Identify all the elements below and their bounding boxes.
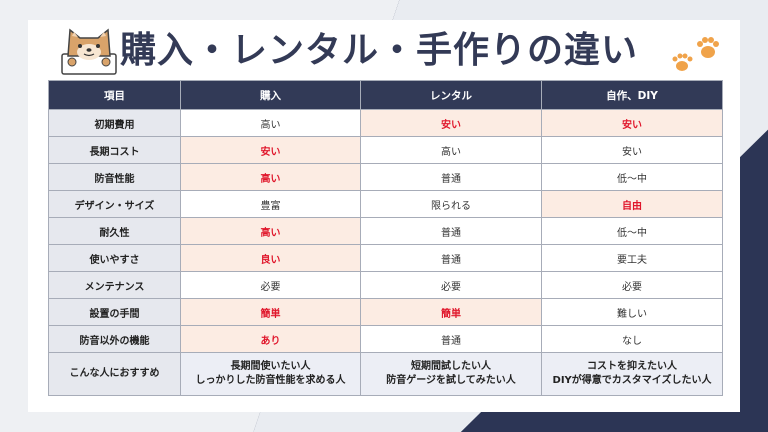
table-cell: 普通 — [360, 217, 542, 245]
table-row: メンテナンス 必要 必要 必要 — [48, 271, 723, 299]
table-cell: 低〜中 — [541, 217, 723, 245]
table-cell: 必要 — [180, 271, 361, 299]
row-label: メンテナンス — [48, 271, 181, 299]
table-cell: あり — [180, 325, 361, 353]
table-row: 長期コスト 安い 高い 安い — [48, 136, 723, 164]
row-label: 使いやすさ — [48, 244, 181, 272]
row-label: デザイン・サイズ — [48, 190, 181, 218]
table-cell: なし — [541, 325, 723, 353]
recommend-cell: 長期間使いたい人しっかりした防音性能を求める人 — [180, 352, 361, 396]
recommend-cell: 短期間試したい人防音ゲージを試してみたい人 — [360, 352, 542, 396]
table-cell: 高い — [180, 109, 361, 137]
table-cell: 簡単 — [180, 298, 361, 326]
row-label: 耐久性 — [48, 217, 181, 245]
table-cell: 低〜中 — [541, 163, 723, 191]
row-label: 設置の手間 — [48, 298, 181, 326]
row-label: 防音以外の機能 — [48, 325, 181, 353]
table-cell: 安い — [541, 109, 723, 137]
table-cell: 高い — [180, 217, 361, 245]
header-purchase: 購入 — [180, 80, 361, 110]
table-row: 防音性能 高い 普通 低〜中 — [48, 163, 723, 191]
table-cell: 普通 — [360, 325, 542, 353]
table-cell: 普通 — [360, 163, 542, 191]
shiba-dog-icon — [61, 28, 117, 75]
table-cell: 安い — [360, 109, 542, 137]
header-item: 項目 — [48, 80, 181, 110]
recommend-line: 短期間試したい人 — [411, 361, 491, 372]
table-row: 使いやすさ 良い 普通 要工夫 — [48, 244, 723, 272]
table-cell: 豊富 — [180, 190, 361, 218]
table-cell: 良い — [180, 244, 361, 272]
recommend-cell: コストを抑えたい人 DIYが得意でカスタマイズしたい人 — [541, 352, 723, 396]
recommend-line: 長期間使いたい人 — [230, 361, 311, 372]
table-cell: 必要 — [541, 271, 723, 299]
table-row: 初期費用 高い 安い 安い — [48, 109, 723, 137]
recommend-line: DIYが得意でカスタマイズしたい人 — [552, 375, 712, 386]
page-title: 購入・レンタル・手作りの違い — [120, 30, 639, 71]
table-cell: 高い — [360, 136, 542, 164]
table-cell: 必要 — [360, 271, 542, 299]
table-cell: 安い — [180, 136, 361, 164]
table-row: 耐久性 高い 普通 低〜中 — [48, 217, 723, 245]
table-cell: 難しい — [541, 298, 723, 326]
header-diy: 自作、DIY — [541, 80, 723, 110]
table-header-row: 項目 購入 レンタル 自作、DIY — [48, 80, 723, 110]
row-label: 長期コスト — [48, 136, 181, 164]
comparison-card: 購入・レンタル・手作りの違い 項目 購入 レンタル 自作、DIY 初期費用高 — [28, 20, 740, 412]
table-body: 初期費用 高い 安い 安い 長期コスト 安い 高い 安い 防音性能 高い 普通 低〜中 デザイン・サイズ… — [48, 109, 723, 396]
table-cell: 普通 — [360, 244, 542, 272]
paw-print-icon — [672, 37, 719, 71]
comparison-table: 項目 購入 レンタル 自作、DIY 初期費用 高い 安い 安い 長期コスト 安い 高い 安い防… — [48, 80, 723, 396]
table-row: デザイン・サイズ 豊富 限られる 自由 — [48, 190, 723, 218]
header-rental: レンタル — [360, 80, 542, 110]
row-label: こんな人におすすめ — [48, 352, 181, 396]
table-cell: 安い — [541, 136, 723, 164]
recommend-line: 防音ゲージを試してみたい人 — [386, 375, 516, 386]
table-cell: 高い — [180, 163, 361, 191]
table-cell: 限られる — [360, 190, 542, 218]
table-row: 設置の手間 簡単 簡単 難しい — [48, 298, 723, 326]
row-label: 初期費用 — [48, 109, 181, 137]
table-row: 防音以外の機能 あり 普通 なし — [48, 325, 723, 353]
recommend-row: こんな人におすすめ 長期間使いたい人 しっかりした防音性能を求める人 短期間試したい人… — [48, 352, 723, 396]
row-label: 防音性能 — [48, 163, 181, 191]
recommend-line: しっかりした防音性能を求める人 — [195, 375, 346, 386]
table-cell: 簡単 — [360, 298, 542, 326]
table-cell: 自由 — [541, 190, 723, 218]
header: 購入・レンタル・手作りの違い — [28, 20, 740, 80]
table-cell: 要工夫 — [541, 244, 723, 272]
recommend-line: コストを抑えたい人 — [587, 361, 677, 372]
